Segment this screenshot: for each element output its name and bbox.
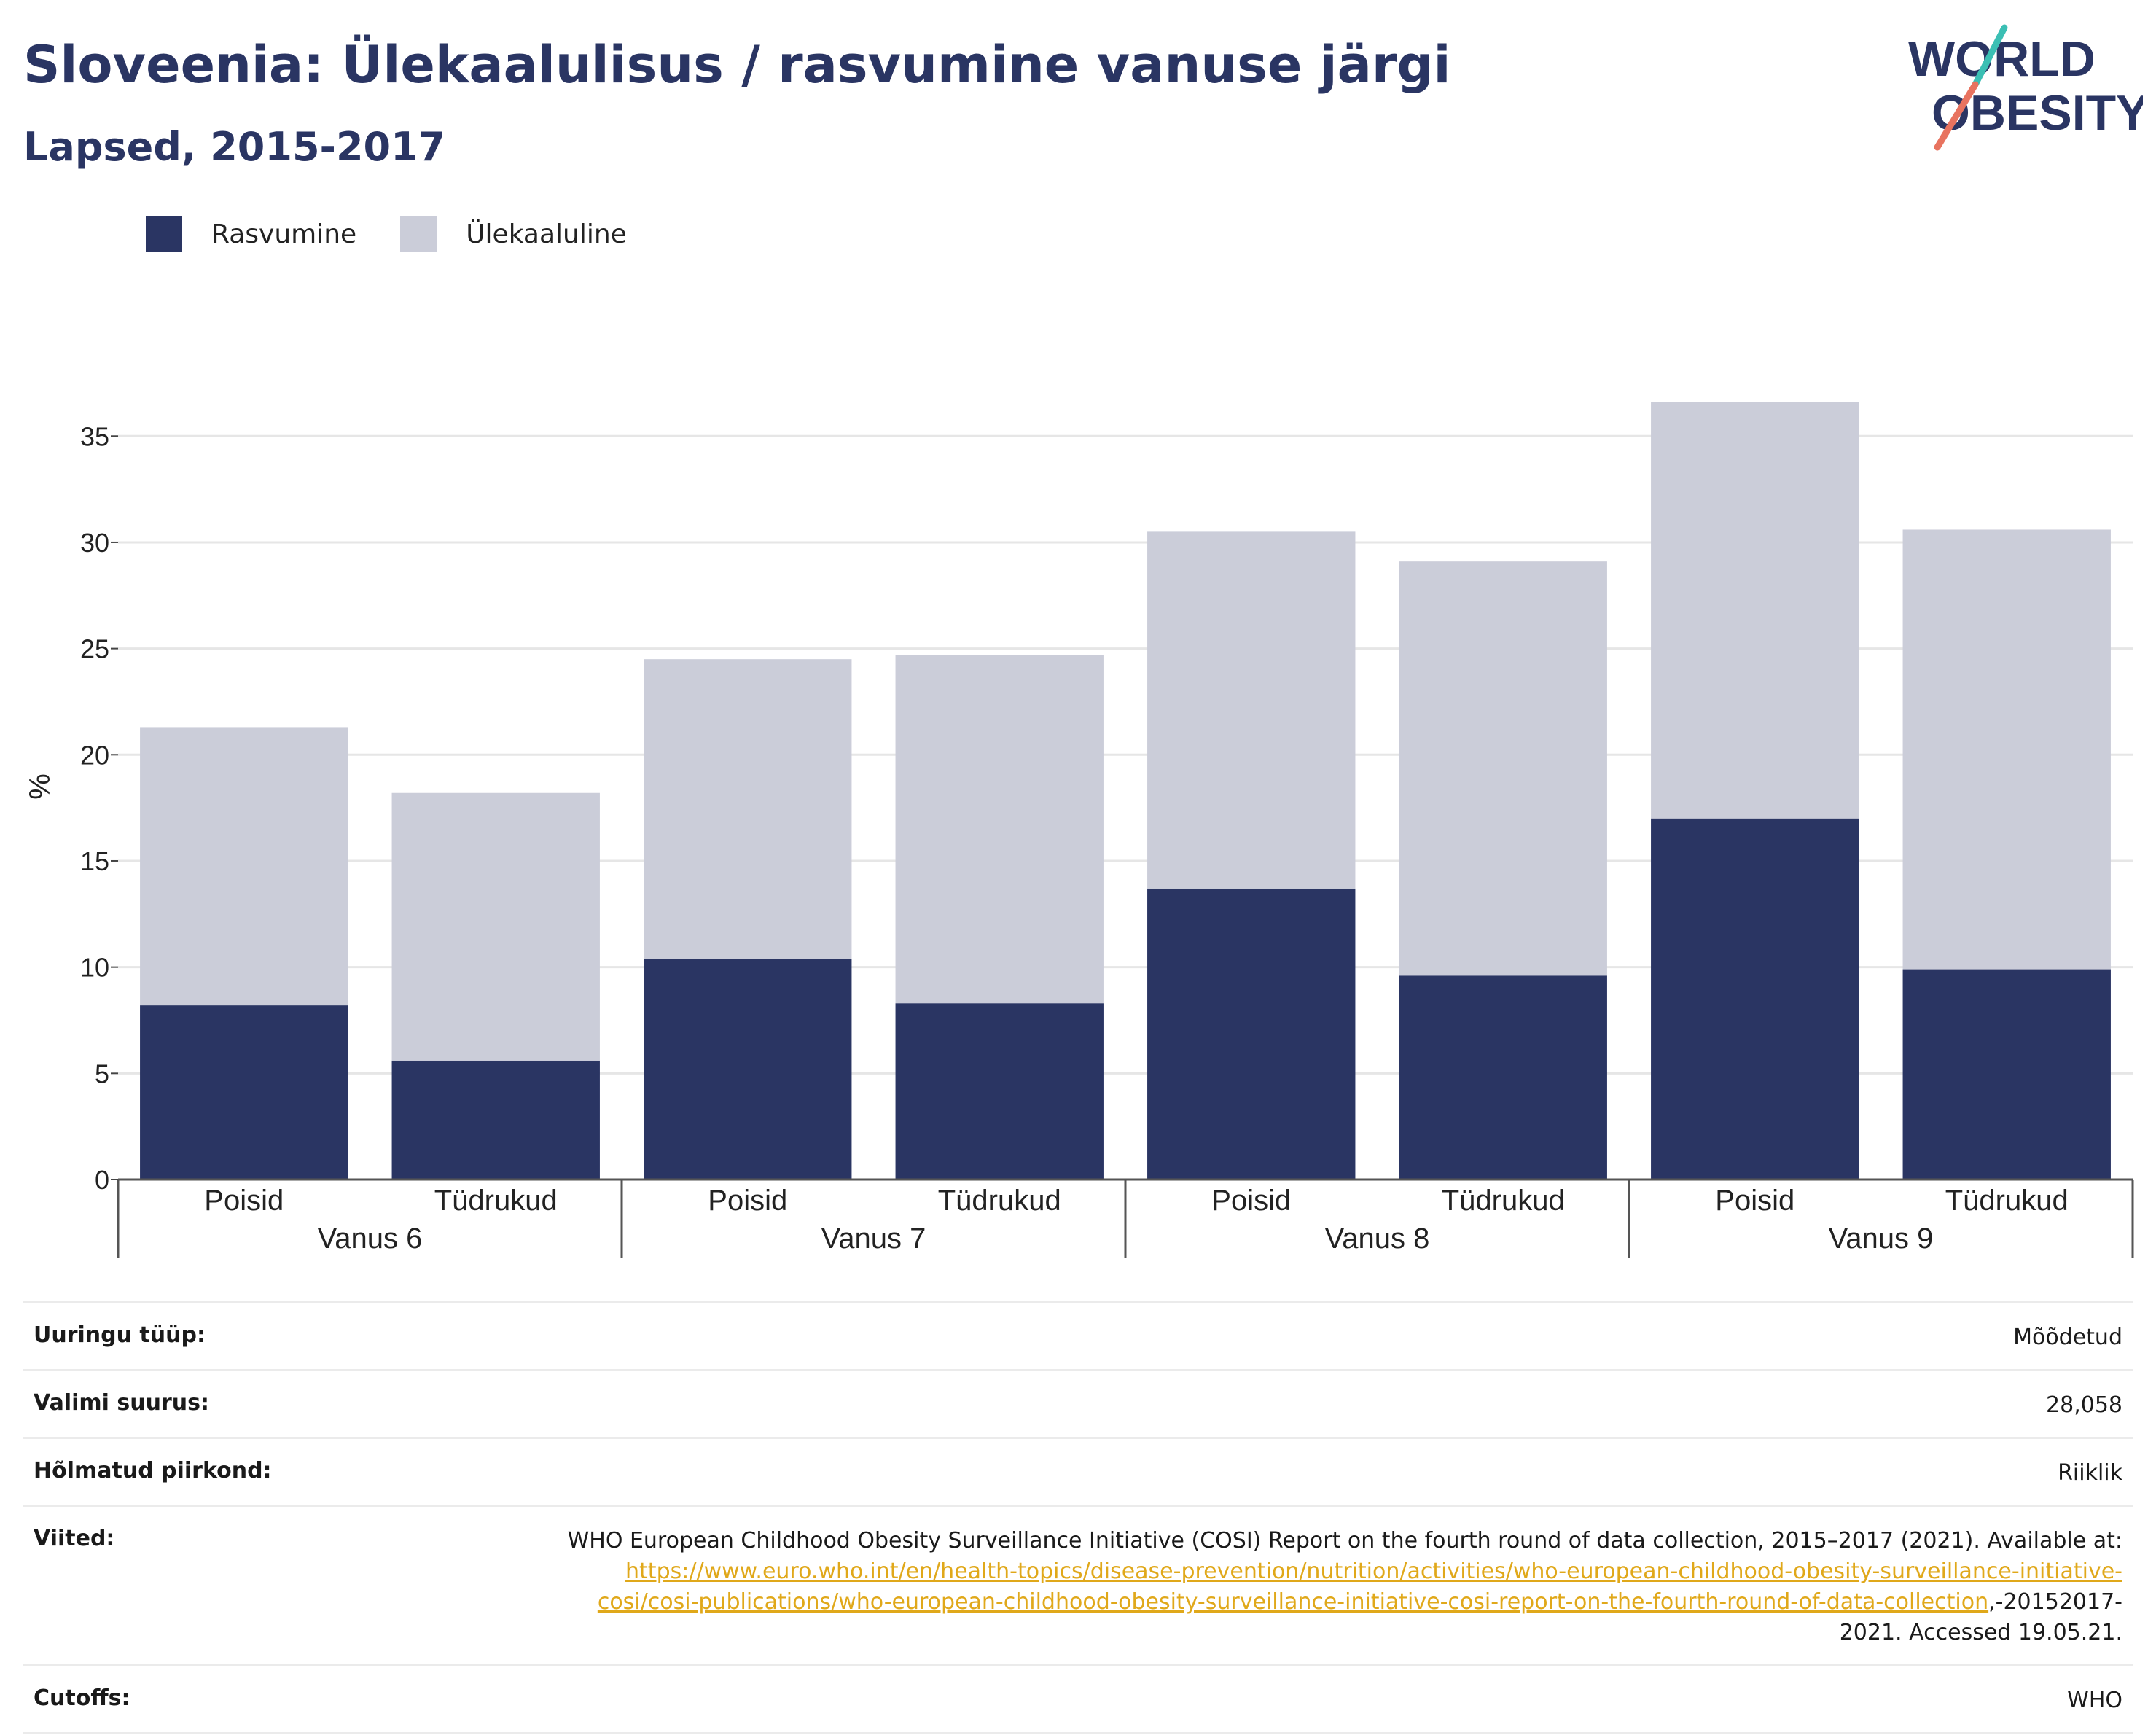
chart-legend: Rasvumine Ülekaaluline	[146, 216, 671, 252]
stacked-bar-chart: 0 5 10 15 20 25 30 35% Poisid Tüdrukud Poisid Tüdru…	[24, 402, 2134, 1258]
legend-item-overweight[interactable]: Ülekaaluline	[400, 216, 627, 252]
y-tick-label: 20	[80, 740, 109, 770]
x-group-label: Vanus 6	[318, 1223, 423, 1255]
info-value: Mõõdetud	[2013, 1325, 2122, 1350]
x-category-label: Poisid	[1715, 1185, 1794, 1217]
x-category-label: Poisid	[204, 1185, 284, 1217]
info-row-area-covered: Hõlmatud piirkond: Riiklik	[23, 1437, 2133, 1505]
legend-swatch-overweight	[400, 216, 437, 252]
y-tick-label: 10	[80, 953, 109, 983]
legend-swatch-obesity	[146, 216, 182, 252]
bar-obesity	[1147, 888, 1356, 1180]
bar-obesity	[140, 1005, 348, 1180]
info-row-sample-size: Valimi suurus: 28,058	[23, 1369, 2133, 1437]
reference-text: WHO European Childhood Obesity Surveilla…	[567, 1528, 2122, 1553]
y-tick-label: 25	[80, 634, 109, 664]
bar-overweight	[644, 659, 852, 959]
x-group-label: Vanus 7	[821, 1223, 926, 1255]
bar-obesity	[895, 1003, 1104, 1180]
info-row-cutoffs: Cutoffs: WHO	[23, 1664, 2133, 1734]
world-obesity-logo: WORLD OBESITY	[1908, 24, 2143, 151]
legend-label-obesity: Rasvumine	[211, 219, 357, 249]
y-tick-label: 30	[80, 528, 109, 558]
bar-overweight	[895, 655, 1104, 1004]
x-category-label: Poisid	[708, 1185, 787, 1217]
reference-suffix: ,-20152017-2021. Accessed 19.05.21.	[1839, 1589, 2122, 1645]
x-category-label: Tüdrukud	[938, 1185, 1061, 1217]
bar-obesity	[1399, 975, 1607, 1180]
info-value: WHO	[2067, 1688, 2122, 1713]
info-value: Riiklik	[2058, 1460, 2122, 1486]
legend-label-overweight: Ülekaaluline	[466, 219, 627, 249]
y-tick-label: 15	[80, 846, 109, 876]
x-group-label: Vanus 8	[1325, 1223, 1430, 1255]
y-tick-label: 0	[95, 1165, 109, 1195]
bar-overweight	[1147, 531, 1356, 889]
info-key: Valimi suurus:	[34, 1390, 209, 1416]
info-key: Viited:	[34, 1526, 115, 1551]
bar-obesity	[1902, 969, 2111, 1180]
x-group-label: Vanus 9	[1829, 1223, 1934, 1255]
y-tick-label: 35	[80, 421, 109, 451]
bar-obesity	[1651, 818, 1859, 1180]
legend-item-obesity[interactable]: Rasvumine	[146, 216, 356, 252]
info-key: Cutoffs:	[34, 1685, 130, 1711]
y-tick-label: 5	[95, 1058, 109, 1088]
info-row-survey-type: Uuringu tüüp: Mõõdetud	[23, 1301, 2133, 1369]
info-row-references: Viited: WHO European Childhood Obesity S…	[23, 1505, 2133, 1664]
bar-overweight	[1651, 402, 1859, 819]
info-key: Uuringu tüüp:	[34, 1322, 206, 1348]
bar-obesity	[644, 958, 852, 1180]
logo-slash-bottom	[1934, 81, 1979, 151]
logo-slash-top	[1972, 24, 2008, 88]
bar-overweight	[391, 792, 600, 1061]
info-key: Hõlmatud piirkond:	[34, 1458, 272, 1483]
chart-title: Sloveenia: Ülekaalulisus / rasvumine van…	[23, 35, 1451, 95]
chart-subtitle: Lapsed, 2015-2017	[23, 124, 446, 170]
y-axis-label: %	[24, 773, 56, 800]
x-category-label: Tüdrukud	[1945, 1185, 2069, 1217]
bar-overweight	[1399, 561, 1607, 976]
x-category-label: Tüdrukud	[434, 1185, 558, 1217]
bar-overweight	[140, 727, 348, 1006]
logo-line-1: WORLD	[1908, 31, 2096, 87]
x-category-label: Tüdrukud	[1442, 1185, 1565, 1217]
reference-link[interactable]: https://www.euro.who.int/en/health-topic…	[597, 1559, 2122, 1615]
info-value-reference: WHO European Childhood Obesity Surveilla…	[555, 1526, 2122, 1648]
info-value: 28,058	[2046, 1392, 2122, 1418]
bar-obesity	[391, 1060, 600, 1180]
x-category-label: Poisid	[1211, 1185, 1291, 1217]
info-table: Uuringu tüüp: Mõõdetud Valimi suurus: 28…	[23, 1301, 2133, 1734]
bar-overweight	[1902, 529, 2111, 970]
